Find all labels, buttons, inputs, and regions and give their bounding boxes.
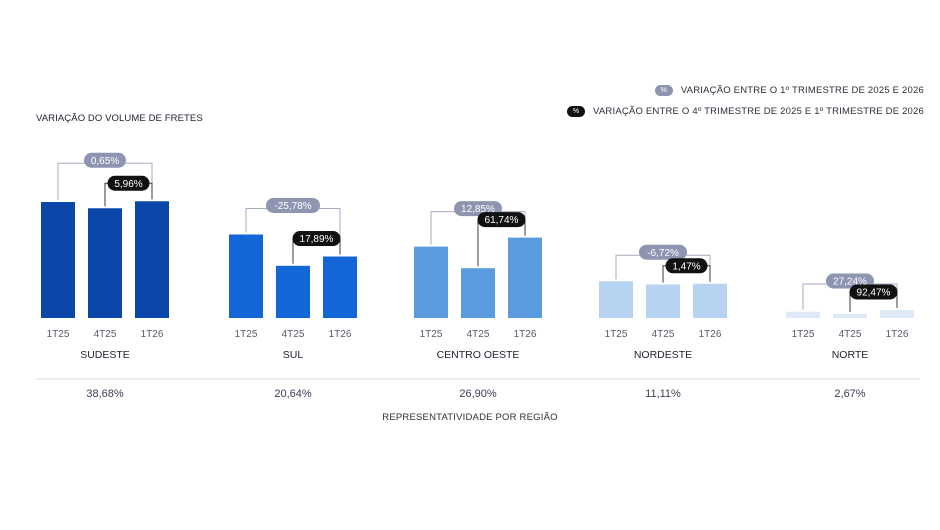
- bar-nordeste-1t26: [693, 283, 727, 318]
- tick-label-sudeste-1t26: 1T26: [141, 329, 164, 340]
- bar-norte-1t26: [880, 309, 914, 318]
- legend-qoq-label: VARIAÇÃO ENTRE O 4º TRIMESTRE DE 2025 E …: [593, 106, 924, 117]
- tick-label-sudeste-4t25: 4T25: [94, 329, 117, 340]
- region-name-nordeste: NORDESTE: [634, 349, 692, 361]
- bar-norte-4t25: [833, 313, 867, 318]
- qoq-label-norte: 92,47%: [857, 288, 891, 299]
- region-share-norte: 2,67%: [834, 388, 865, 400]
- legend-yoy-label: VARIAÇÃO ENTRE O 1º TRIMESTRE DE 2025 E …: [680, 85, 924, 96]
- region-share-sudeste: 38,68%: [86, 388, 124, 400]
- tick-label-sul-4t25: 4T25: [282, 329, 305, 340]
- bar-nordeste-1t25: [599, 281, 633, 318]
- yoy-label-nordeste-bg: [639, 244, 687, 260]
- bar-centro-oeste-1t25: [414, 246, 448, 318]
- yoy-label-sul-bg: [266, 197, 320, 213]
- region-share-label: REPRESENTATIVIDADE POR REGIÃO: [382, 412, 558, 423]
- bar-sudeste-4t25: [88, 208, 122, 318]
- bar-nordeste-4t25: [646, 284, 680, 318]
- region-share-sul: 20,64%: [274, 388, 312, 400]
- tick-label-sudeste-1t25: 1T25: [47, 329, 70, 340]
- tick-label-norte-1t26: 1T26: [886, 329, 909, 340]
- qoq-label-centro-oeste-bg: [477, 212, 526, 228]
- tick-label-norte-1t25: 1T25: [792, 329, 815, 340]
- tick-label-sul-1t25: 1T25: [235, 329, 258, 340]
- region-name-sudeste: SUDESTE: [80, 349, 130, 361]
- legend-quarter-over-quarter: % VARIAÇÃO ENTRE O 4º TRIMESTRE DE 2025 …: [567, 106, 924, 117]
- bar-centro-oeste-4t25: [461, 268, 495, 318]
- legend-qoq-badge: %: [567, 106, 586, 117]
- region-name-centro-oeste: CENTRO OESTE: [437, 349, 520, 361]
- region-name-sul: SUL: [283, 349, 304, 361]
- legend-year-over-year: % VARIAÇÃO ENTRE O 1º TRIMESTRE DE 2025 …: [654, 85, 924, 96]
- chart-title: VARIAÇÃO DO VOLUME DE FRETES: [36, 113, 203, 124]
- tick-label-centro-oeste-1t25: 1T25: [420, 329, 443, 340]
- yoy-label-sudeste-bg: [84, 152, 126, 168]
- region-name-norte: NORTE: [832, 349, 869, 361]
- yoy-label-sul: -25,78%: [274, 201, 311, 212]
- bar-centro-oeste-1t26: [508, 237, 542, 318]
- qoq-label-centro-oeste: 61,74%: [485, 215, 519, 226]
- tick-label-nordeste-1t26: 1T26: [699, 329, 722, 340]
- bar-sul-1t25: [229, 234, 263, 318]
- qoq-label-sudeste-bg: [107, 175, 150, 191]
- yoy-label-nordeste: -6,72%: [647, 248, 679, 259]
- region-share-nordeste: 11,11%: [645, 388, 681, 400]
- tick-label-norte-4t25: 4T25: [839, 329, 862, 340]
- bar-norte-1t25: [786, 311, 820, 318]
- qoq-label-norte-bg: [849, 284, 898, 300]
- yoy-label-sudeste: 0,65%: [91, 156, 119, 167]
- bar-sul-4t25: [276, 265, 310, 318]
- qoq-label-nordeste-bg: [665, 258, 708, 274]
- tick-label-centro-oeste-1t26: 1T26: [514, 329, 537, 340]
- region-share-centro-oeste: 26,90%: [459, 388, 497, 400]
- tick-label-sul-1t26: 1T26: [329, 329, 352, 340]
- yoy-label-norte: 27,24%: [833, 277, 867, 288]
- bar-sudeste-1t26: [135, 201, 169, 318]
- yoy-label-centro-oeste: 12,85%: [461, 204, 495, 215]
- qoq-label-sul: 17,89%: [300, 234, 334, 245]
- qoq-label-nordeste: 1,47%: [672, 261, 700, 272]
- tick-label-nordeste-4t25: 4T25: [652, 329, 675, 340]
- tick-label-nordeste-1t25: 1T25: [605, 329, 628, 340]
- qoq-label-sul-bg: [292, 231, 341, 247]
- legend-yoy-badge: %: [654, 85, 673, 96]
- bar-sudeste-1t25: [41, 202, 75, 318]
- bar-sul-1t26: [323, 256, 357, 318]
- qoq-label-sudeste: 5,96%: [114, 179, 142, 190]
- tick-label-centro-oeste-4t25: 4T25: [467, 329, 490, 340]
